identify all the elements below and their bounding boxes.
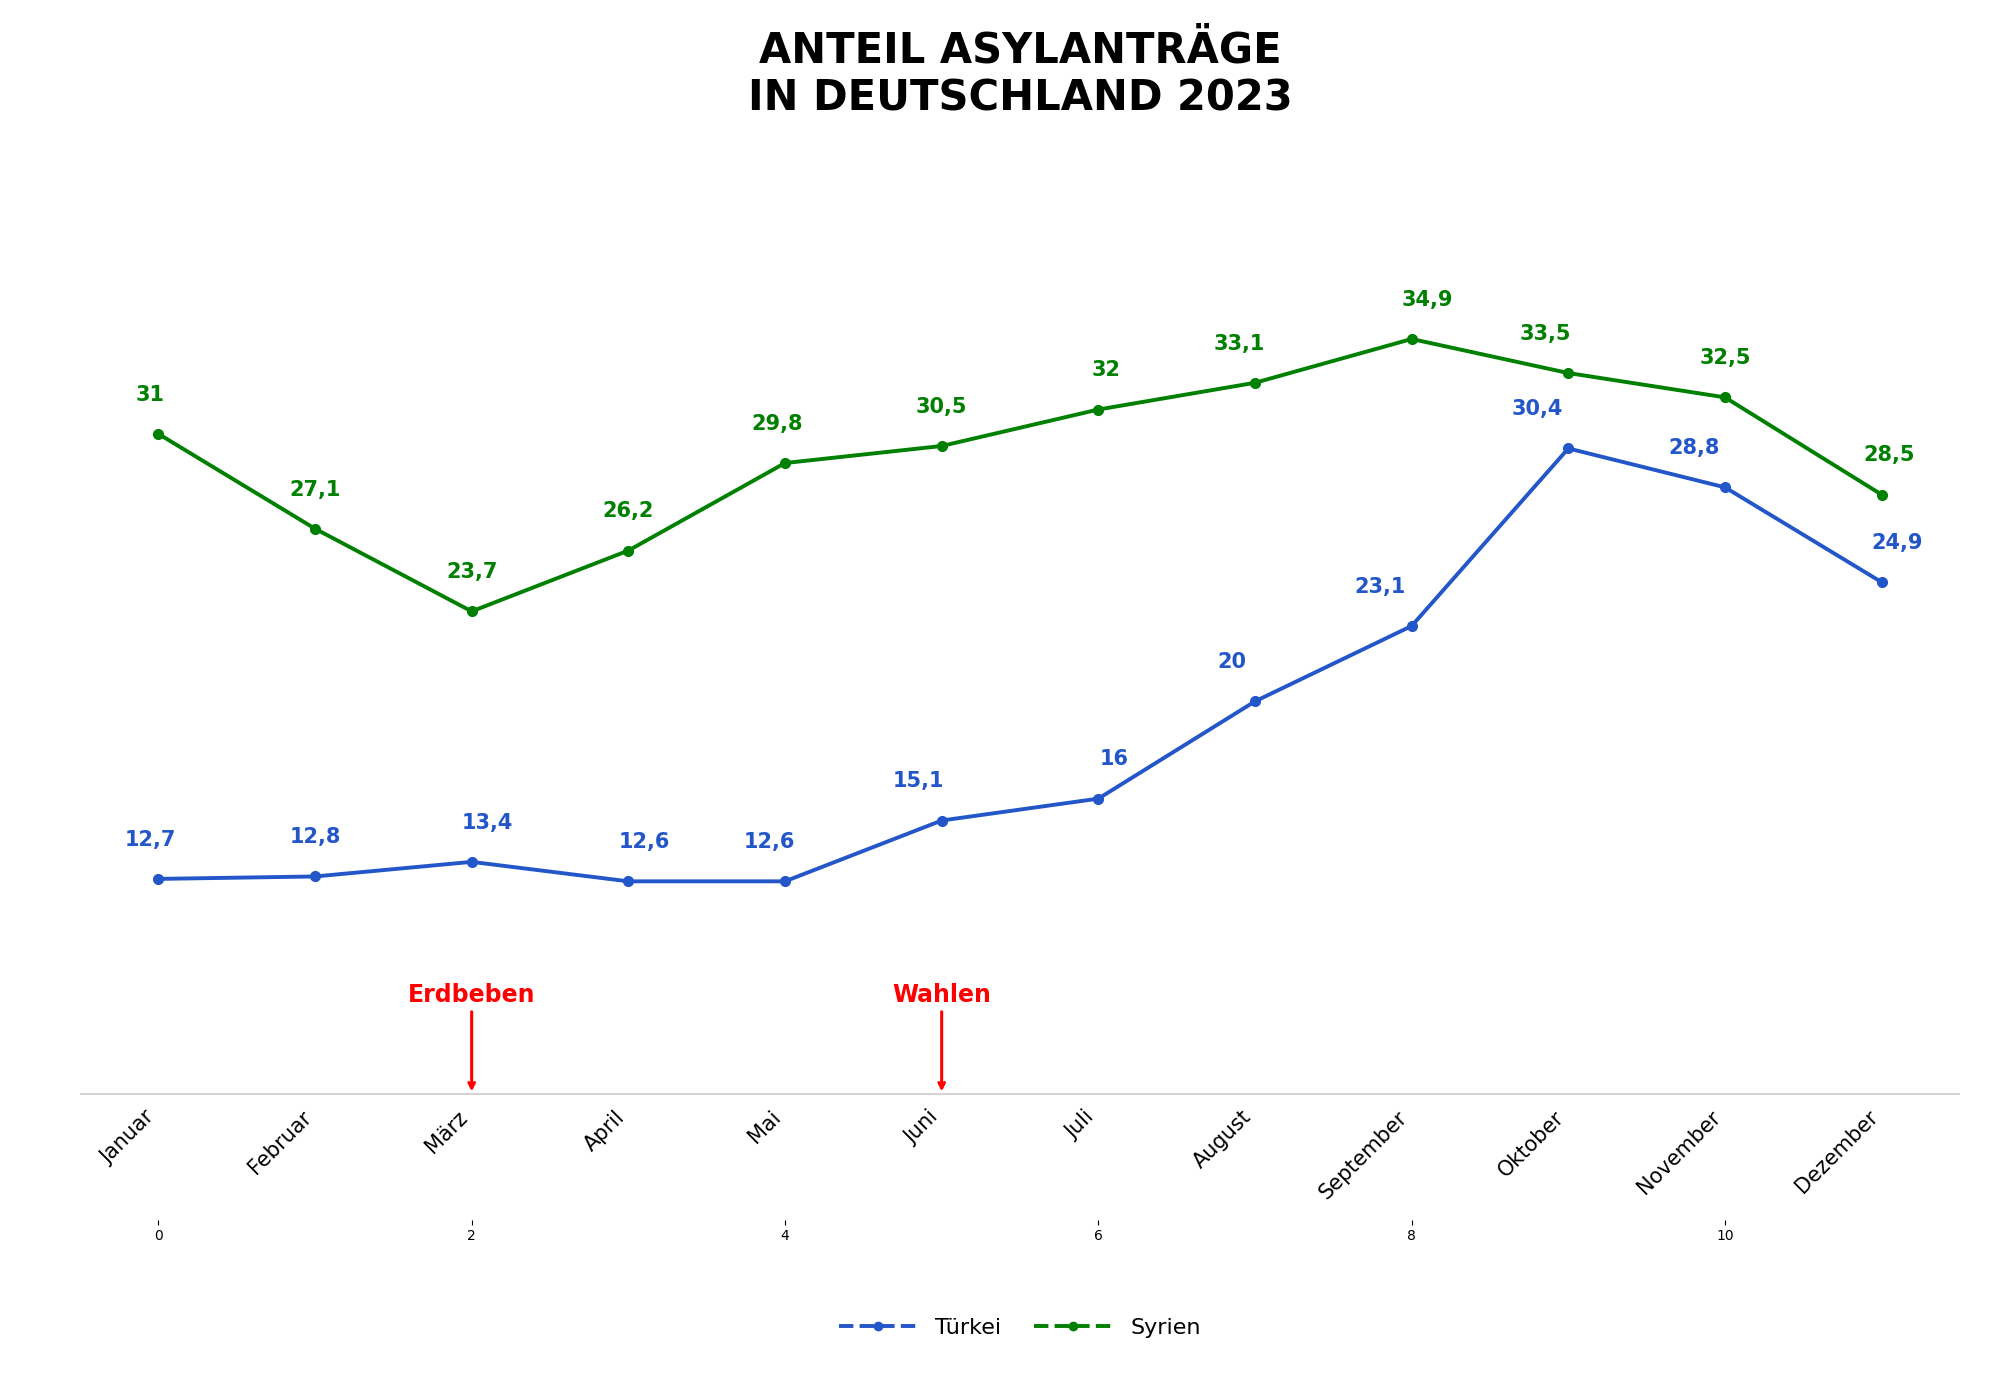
Text: Mai: Mai bbox=[746, 1107, 784, 1146]
Text: April: April bbox=[580, 1107, 628, 1155]
Text: 26,2: 26,2 bbox=[602, 502, 654, 521]
Text: 33,5: 33,5 bbox=[1520, 324, 1570, 344]
Text: 32,5: 32,5 bbox=[1700, 348, 1750, 369]
Text: 33,1: 33,1 bbox=[1214, 334, 1266, 353]
Text: Wahlen: Wahlen bbox=[892, 983, 992, 1006]
Text: 23,1: 23,1 bbox=[1354, 577, 1406, 597]
Text: September: September bbox=[1316, 1107, 1412, 1203]
Text: Februar: Februar bbox=[244, 1107, 316, 1178]
Text: 28,5: 28,5 bbox=[1864, 445, 1916, 466]
Text: Erdbeben: Erdbeben bbox=[408, 983, 536, 1006]
Text: 12,7: 12,7 bbox=[124, 830, 176, 850]
Text: 13,4: 13,4 bbox=[462, 812, 514, 833]
Text: 32: 32 bbox=[1092, 360, 1120, 380]
Text: 12,6: 12,6 bbox=[744, 832, 796, 852]
Text: Juni: Juni bbox=[900, 1107, 942, 1148]
Text: 20: 20 bbox=[1216, 653, 1246, 672]
Text: 31: 31 bbox=[136, 385, 164, 405]
Text: März: März bbox=[422, 1107, 472, 1156]
Text: Januar: Januar bbox=[98, 1107, 158, 1168]
Legend: Türkei, Syrien: Türkei, Syrien bbox=[830, 1308, 1210, 1347]
Text: 15,1: 15,1 bbox=[892, 772, 944, 791]
Title: ANTEIL ASYLANTRÄGE
IN DEUTSCHLAND 2023: ANTEIL ASYLANTRÄGE IN DEUTSCHLAND 2023 bbox=[748, 29, 1292, 119]
Text: 23,7: 23,7 bbox=[446, 563, 498, 582]
Text: 24,9: 24,9 bbox=[1872, 534, 1924, 553]
Text: 16: 16 bbox=[1100, 750, 1128, 769]
Text: 34,9: 34,9 bbox=[1402, 290, 1454, 310]
Text: 27,1: 27,1 bbox=[290, 480, 340, 499]
Text: August: August bbox=[1190, 1107, 1256, 1173]
Text: November: November bbox=[1634, 1107, 1724, 1198]
Text: 12,6: 12,6 bbox=[618, 832, 670, 852]
Text: 28,8: 28,8 bbox=[1668, 438, 1720, 459]
Text: 30,4: 30,4 bbox=[1512, 399, 1562, 419]
Text: 12,8: 12,8 bbox=[290, 827, 340, 847]
Text: Oktober: Oktober bbox=[1494, 1107, 1568, 1181]
Text: Dezember: Dezember bbox=[1792, 1107, 1882, 1198]
Text: 30,5: 30,5 bbox=[916, 396, 968, 417]
Text: 29,8: 29,8 bbox=[752, 414, 802, 434]
Text: Juli: Juli bbox=[1062, 1107, 1098, 1143]
